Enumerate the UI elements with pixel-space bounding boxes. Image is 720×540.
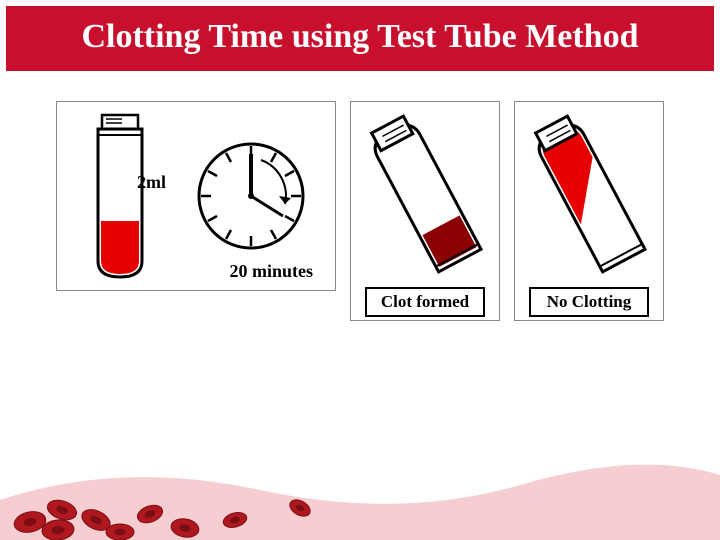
volume-label: 2ml bbox=[137, 172, 166, 193]
caption-no-clotting: No Clotting bbox=[529, 287, 649, 317]
tube-clot-icon bbox=[351, 102, 501, 282]
header-container: Clotting Time using Test Tube Method bbox=[0, 0, 720, 77]
blood-cells-decoration bbox=[0, 430, 720, 540]
panel-setup: 2ml bbox=[56, 101, 336, 291]
diagram-panels: 2ml bbox=[0, 77, 720, 321]
caption-clot-formed: Clot formed bbox=[365, 287, 485, 317]
tube-noclot-area bbox=[515, 102, 663, 287]
time-label: 20 minutes bbox=[229, 261, 313, 282]
page-title: Clotting Time using Test Tube Method bbox=[9, 17, 711, 56]
tube-noclot-icon bbox=[515, 102, 665, 282]
title-banner: Clotting Time using Test Tube Method bbox=[6, 6, 714, 71]
clock-icon bbox=[191, 136, 311, 256]
tube-upright-icon bbox=[82, 111, 158, 281]
panel-clot-formed: Clot formed bbox=[350, 101, 500, 321]
panel-no-clotting: No Clotting bbox=[514, 101, 664, 321]
tube-clot-area bbox=[351, 102, 499, 287]
